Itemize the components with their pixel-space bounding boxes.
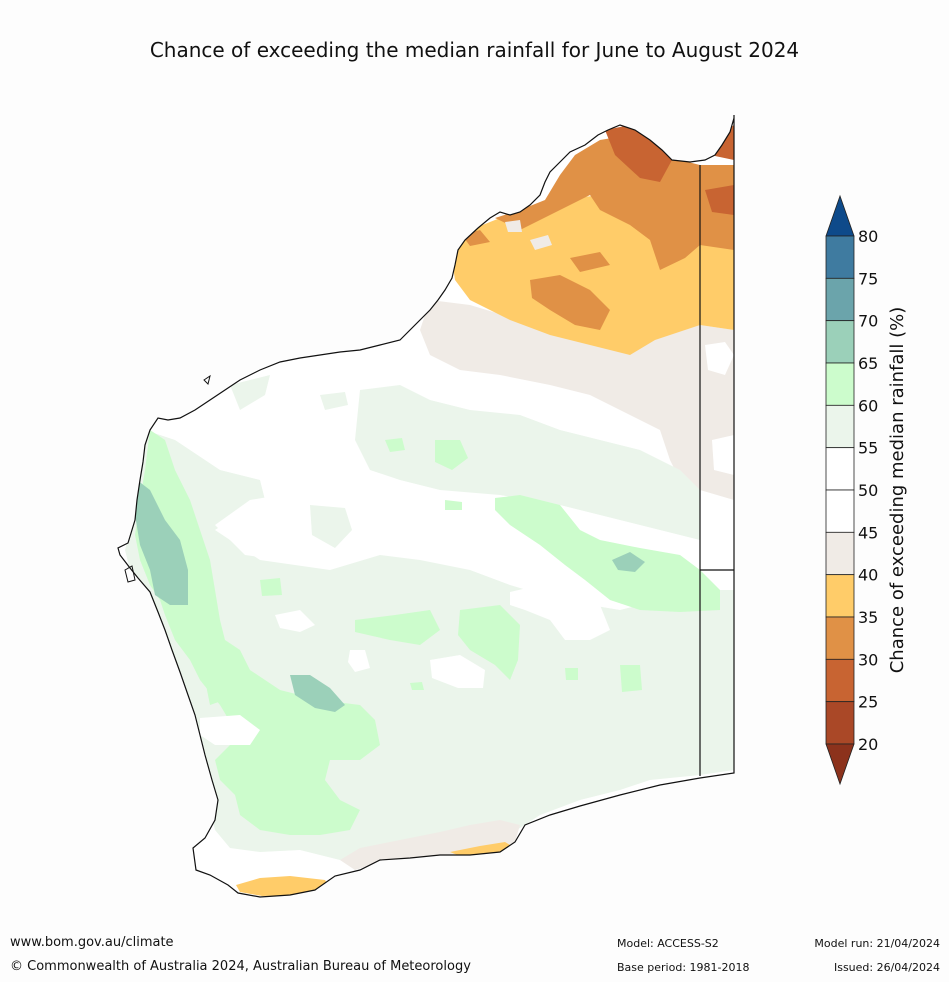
colorbar-band [825, 658, 855, 703]
colorbar-tick-label: 20 [858, 735, 878, 754]
model-run-label: Model run: 21/04/2024 [814, 937, 940, 950]
colorbar-band [825, 531, 855, 576]
colorbar-label: Chance of exceeding median rainfall (%) [887, 307, 908, 674]
model-label: Model: ACCESS-S2 [617, 937, 719, 950]
colorbar-tick-label: 45 [858, 523, 878, 542]
colorbar-band [825, 362, 855, 406]
island [203, 374, 211, 385]
issued-label: Issued: 26/04/2024 [833, 961, 940, 974]
colorbar-band [825, 574, 855, 618]
colorbar-band [825, 235, 855, 279]
colorbar-tick-label: 70 [858, 312, 878, 331]
map-title: Chance of exceeding the median rainfall … [149, 38, 800, 62]
colorbar: 80 75 70 65 60 55 50 45 40 35 30 25 20 Chance of exce… [825, 194, 908, 786]
colorbar-band [825, 447, 855, 491]
colorbar-band [825, 701, 855, 745]
colorbar-tick-label: 35 [858, 608, 878, 627]
colorbar-tick-label: 75 [858, 269, 878, 288]
colorbar-tick-label: 40 [858, 566, 878, 585]
colorbar-band [825, 489, 855, 533]
coastline [117, 115, 735, 898]
colorbar-over-arrow [825, 194, 855, 237]
copyright-text: © Commonwealth of Australia 2024, Austra… [10, 959, 471, 974]
colorbar-tick-label: 50 [858, 481, 878, 500]
colorbar-band [825, 404, 855, 449]
colorbar-tick-label: 80 [858, 227, 878, 246]
colorbar-band [825, 320, 855, 364]
colorbar-tick-label: 60 [858, 396, 878, 415]
colorbar-tick-label: 30 [858, 650, 878, 669]
base-period-label: Base period: 1981-2018 [617, 961, 750, 974]
colorbar-tick-label: 65 [858, 354, 878, 373]
colorbar-band [825, 277, 855, 322]
colorbar-under-arrow [825, 743, 855, 786]
website-link[interactable]: www.bom.gov.au/climate [10, 935, 174, 950]
colorbar-tick-label: 55 [858, 439, 878, 458]
map-fill [118, 115, 734, 897]
island [124, 565, 136, 583]
colorbar-band [825, 616, 855, 660]
colorbar-tick-label: 25 [858, 693, 878, 712]
